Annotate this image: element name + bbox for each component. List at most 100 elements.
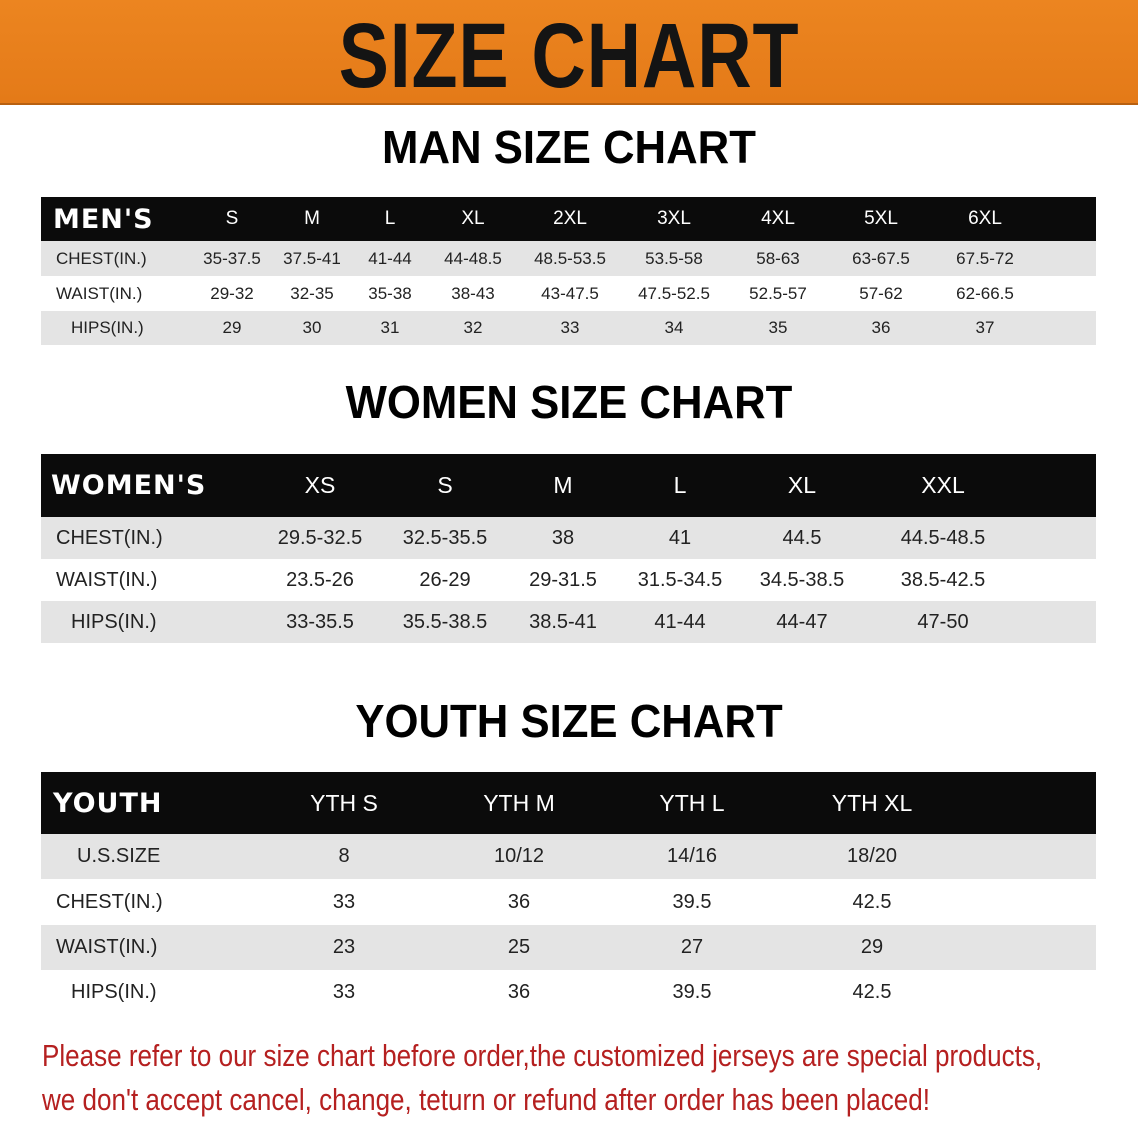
- column-header: L: [673, 472, 687, 498]
- table-header-row: WOMEN'S XS S M L XL XXL: [41, 454, 1096, 517]
- column-header: 6XL: [968, 208, 1002, 229]
- row-label: WAIST(IN.): [56, 568, 158, 591]
- table-row: WAIST(IN.) 23 25 27 29: [41, 925, 1096, 970]
- table-cell: 44.5-48.5: [900, 526, 986, 549]
- table-cell: 41: [668, 526, 692, 549]
- banner-title: SIZE CHART: [338, 5, 800, 107]
- table-cell: 34.5-38.5: [759, 568, 845, 591]
- table-cell: 18/20: [846, 845, 898, 867]
- column-header: 4XL: [761, 208, 795, 229]
- table-cell: 44-47: [776, 610, 828, 633]
- table-cell: 29-32: [210, 283, 254, 303]
- table-header-label: YOUTH: [53, 787, 163, 819]
- row-label: U.S.SIZE: [77, 845, 161, 867]
- men-section-title: MAN SIZE CHART: [382, 121, 756, 173]
- table-cell: 43-47.5: [541, 283, 599, 303]
- table-row: HIPS(IN.) 29 30 31 32 33 34 35 36 37: [41, 311, 1096, 345]
- row-label: CHEST(IN.): [56, 248, 147, 268]
- column-header: YTH M: [483, 789, 555, 816]
- table-cell: 8: [338, 845, 350, 867]
- table-cell: 39.5: [672, 890, 712, 913]
- row-label: HIPS(IN.): [71, 318, 144, 337]
- column-header: 3XL: [657, 208, 691, 229]
- banner: SIZE CHART: [0, 0, 1138, 107]
- table-cell: 31.5-34.5: [637, 568, 723, 591]
- table-cell: 41-44: [368, 248, 412, 268]
- row-label: HIPS(IN.): [71, 610, 157, 633]
- table-row: CHEST(IN.) 33 36 39.5 42.5: [41, 879, 1096, 925]
- youth-section-title: YOUTH SIZE CHART: [355, 695, 783, 747]
- table-header-row: YOUTH YTH S YTH M YTH L YTH XL: [41, 772, 1096, 834]
- table-cell: 58-63: [756, 248, 800, 268]
- column-header: S: [225, 208, 239, 229]
- table-cell: 48.5-53.5: [534, 248, 606, 268]
- table-row: WAIST(IN.) 29-32 32-35 35-38 38-43 43-47.5 47.…: [41, 276, 1096, 311]
- column-header: L: [384, 208, 396, 229]
- table-cell: 38: [551, 526, 575, 549]
- table-cell: 35: [768, 318, 788, 337]
- table-row: WAIST(IN.) 23.5-26 26-29 29-31.5 31.5-34.5 34…: [41, 559, 1096, 601]
- table-cell: 29-31.5: [529, 568, 597, 591]
- table-cell: 29: [222, 318, 242, 337]
- table-cell: 35-37.5: [203, 248, 261, 268]
- table-cell: 23.5-26: [286, 568, 354, 591]
- table-cell: 29: [860, 936, 884, 958]
- table-row: U.S.SIZE 8 10/12 14/16 18/20: [41, 834, 1096, 879]
- table-cell: 38.5-42.5: [900, 568, 986, 591]
- column-header: M: [553, 472, 573, 498]
- table-cell: 37.5-41: [283, 248, 341, 268]
- table-cell: 29.5-32.5: [277, 526, 363, 549]
- women-section-title: WOMEN SIZE CHART: [345, 376, 793, 428]
- column-header: YTH XL: [831, 789, 913, 816]
- column-header: XXL: [921, 472, 965, 498]
- table-cell: 41-44: [654, 610, 706, 633]
- table-cell: 36: [507, 890, 531, 913]
- table-cell: 32: [463, 318, 483, 337]
- column-header: S: [437, 472, 453, 498]
- table-cell: 57-62: [859, 283, 903, 303]
- row-label: HIPS(IN.): [71, 981, 157, 1003]
- row-label: CHEST(IN.): [56, 526, 163, 549]
- column-header: 5XL: [864, 208, 898, 229]
- table-cell: 52.5-57: [749, 283, 807, 303]
- table-cell: 33: [560, 318, 580, 337]
- table-header-label: MEN'S: [53, 203, 154, 235]
- table-cell: 47-50: [917, 610, 969, 633]
- table-cell: 47.5-52.5: [638, 283, 710, 303]
- row-label: WAIST(IN.): [56, 283, 143, 303]
- table-cell: 14/16: [666, 845, 718, 867]
- table-cell: 53.5-58: [645, 248, 703, 268]
- table-header-label: WOMEN'S: [51, 470, 207, 501]
- column-header: XL: [787, 472, 817, 498]
- table-cell: 33: [332, 890, 356, 913]
- column-header: YTH L: [659, 789, 725, 816]
- table-cell: 44-48.5: [444, 248, 502, 268]
- table-cell: 10/12: [493, 845, 545, 867]
- table-cell: 32-35: [290, 283, 334, 303]
- table-row: HIPS(IN.) 33 36 39.5 42.5: [41, 970, 1096, 1015]
- column-header: YTH S: [310, 789, 378, 816]
- row-label: CHEST(IN.): [56, 890, 163, 913]
- table-row: HIPS(IN.) 33-35.5 35.5-38.5 38.5-41 41-44 44-…: [41, 601, 1096, 643]
- table-cell: 38-43: [451, 283, 495, 303]
- table-cell: 33: [332, 981, 356, 1003]
- row-label: WAIST(IN.): [56, 936, 158, 958]
- table-cell: 63-67.5: [852, 248, 910, 268]
- notice-line-1: Please refer to our size chart before or…: [42, 1038, 1043, 1073]
- notice-line-2: we don't accept cancel, change, teturn o…: [42, 1082, 931, 1117]
- table-cell: 39.5: [672, 981, 712, 1003]
- table-header-row: MEN'S S M L XL 2XL 3XL 4XL 5XL 6XL: [41, 197, 1096, 241]
- column-header: XL: [461, 208, 485, 229]
- table-cell: 38.5-41: [529, 610, 597, 633]
- table-cell: 62-66.5: [956, 283, 1014, 303]
- table-cell: 44.5: [782, 526, 822, 549]
- column-header: XS: [304, 472, 336, 498]
- table-cell: 36: [507, 981, 531, 1003]
- table-cell: 30: [302, 318, 322, 337]
- table-cell: 23: [332, 936, 356, 958]
- table-cell: 25: [507, 936, 531, 958]
- table-cell: 35.5-38.5: [402, 610, 488, 633]
- column-header: 2XL: [553, 208, 587, 229]
- table-cell: 42.5: [852, 981, 892, 1003]
- table-cell: 31: [380, 318, 400, 337]
